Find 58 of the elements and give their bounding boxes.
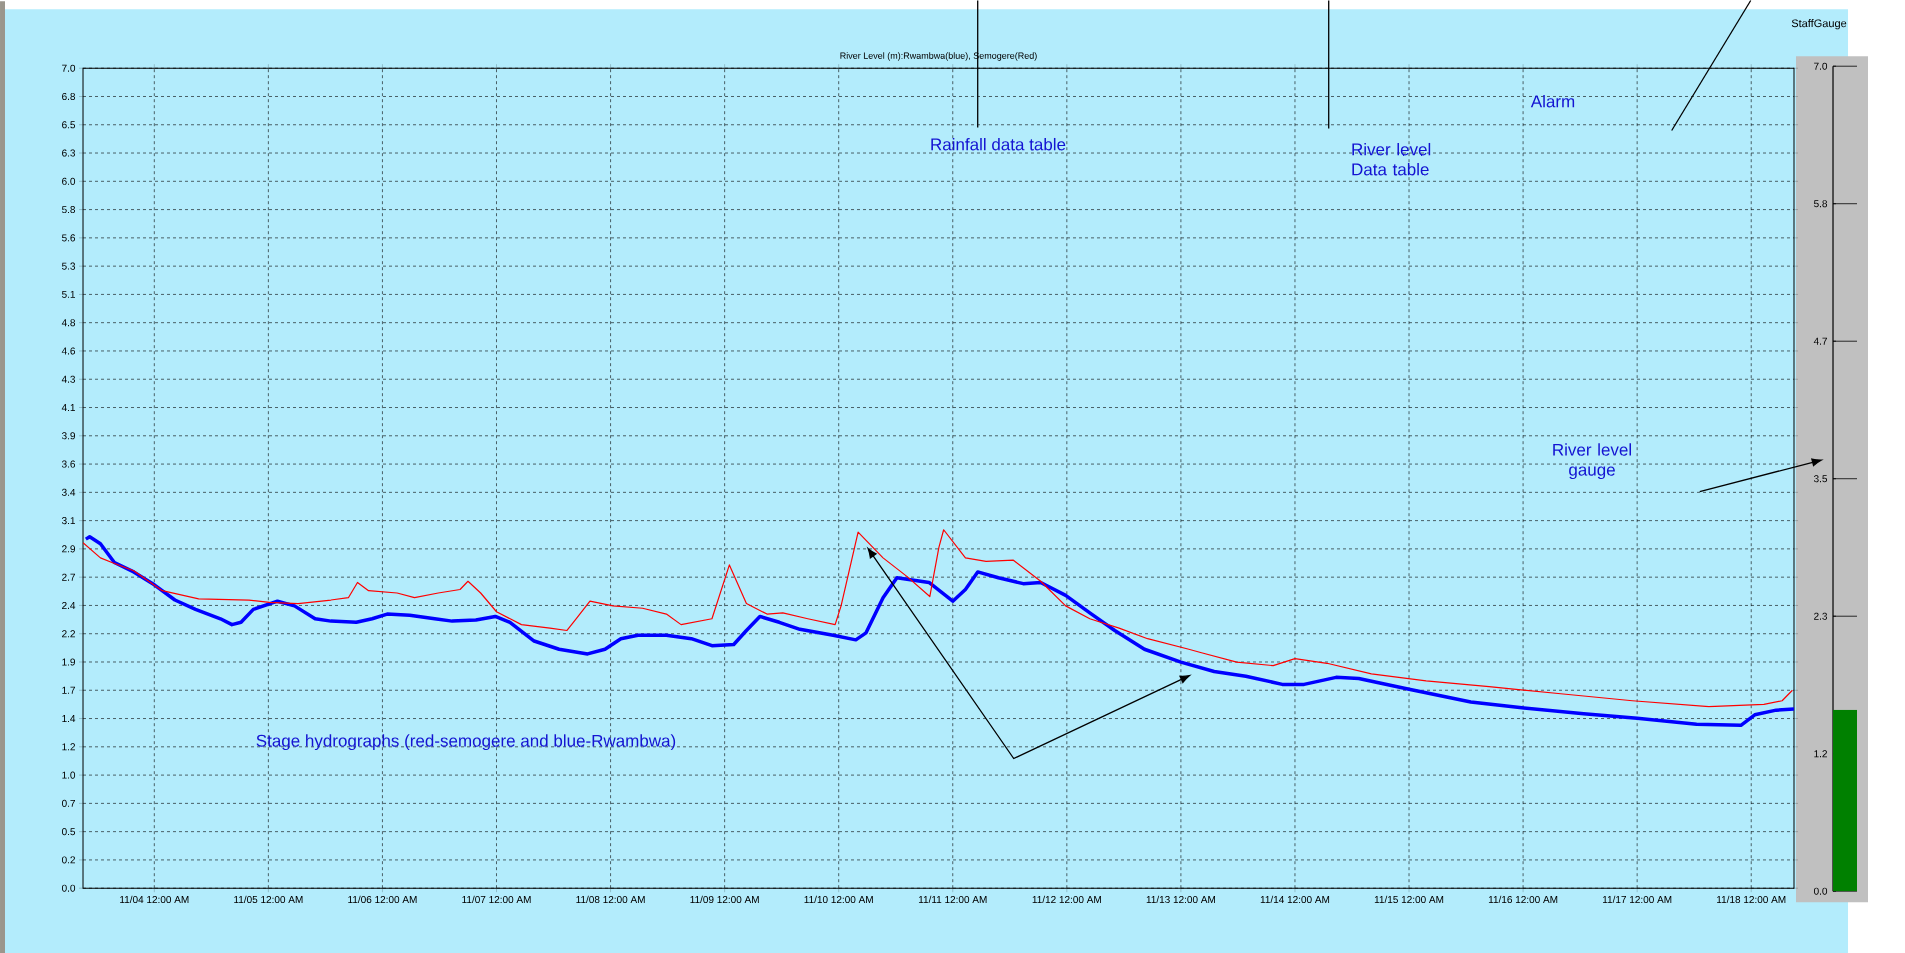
y-tick-label: 7.0 [62, 64, 76, 72]
y-tick-label: 3.1 [61, 516, 75, 525]
y-tick-label: 5.3 [61, 262, 76, 270]
y-tick-label: 0.5 [61, 828, 76, 836]
annotation: Rainfall data table [931, 137, 1066, 151]
y-tick-label: 3.4 [61, 488, 76, 496]
y-tick-label: 3.9 [61, 432, 76, 440]
y-tick-label: 3.5 [1813, 475, 1828, 483]
y-tick-label: 0.0 [1813, 887, 1828, 895]
x-tick-label: 11/16 12:00 AM [1488, 895, 1558, 903]
annotation: River level gauge [1553, 443, 1631, 480]
y-tick-label: 4.6 [61, 347, 76, 355]
y-tick-label: 5.8 [61, 205, 76, 214]
y-tick-label: 1.9 [62, 658, 76, 666]
x-tick-label: 11/15 12:00 AM [1374, 895, 1444, 903]
y-tick-label: 1.7 [62, 686, 75, 694]
y-tick-label: 6.3 [62, 149, 76, 157]
x-tick-label: 11/05 12:00 AM [234, 895, 303, 903]
y-tick-label: 5.8 [1813, 200, 1828, 208]
y-tick-label: 7.0 [1814, 62, 1828, 70]
y-tick-label: 4.1 [61, 403, 75, 411]
chart-title: StaffGauge [1791, 19, 1847, 30]
y-tick-label: 4.8 [61, 319, 76, 327]
x-tick-label: 11/17 12:00 AM [1602, 895, 1672, 903]
y-tick-label: 3.6 [61, 460, 76, 468]
y-tick-label: 6.8 [62, 92, 76, 100]
y-tick-label: 4.7 [1813, 337, 1827, 345]
x-tick-label: 11/10 12:00 AM [804, 895, 873, 903]
annotation: Alarm [1530, 94, 1575, 108]
x-tick-label: 11/14 12:00 AM [1260, 895, 1330, 903]
y-tick-label: 1.2 [1814, 750, 1827, 758]
x-tick-label: 11/04 12:00 AM [120, 895, 189, 903]
x-tick-label: 11/07 12:00 AM [462, 895, 531, 903]
x-tick-label: 11/13 12:00 AM [1146, 895, 1215, 903]
y-tick-label: 1.2 [62, 743, 75, 751]
y-tick-label: 1.4 [62, 715, 76, 722]
y-tick-label: 6.5 [62, 121, 76, 129]
annotation: River level Data table [1352, 142, 1431, 176]
y-tick-label: 2.2 [62, 630, 75, 638]
x-tick-label: 11/06 12:00 AM [348, 895, 417, 903]
y-tick-label: 0.2 [61, 856, 75, 864]
y-tick-label: 0.0 [61, 884, 76, 892]
y-tick-label: 0.7 [61, 799, 75, 807]
x-tick-label: 11/08 12:00 AM [576, 895, 645, 903]
y-tick-label: 5.6 [61, 234, 76, 242]
x-tick-label: 11/09 12:00 AM [690, 895, 759, 903]
x-tick-label: 11/12 12:00 AM [1032, 895, 1101, 903]
y-tick-label: 2.7 [62, 573, 75, 581]
y-tick-label: 4.3 [61, 375, 76, 383]
y-tick-label: 2.4 [62, 601, 76, 609]
y-tick-label: 5.1 [61, 290, 75, 298]
x-tick-label: 11/11 12:00 AM [918, 895, 987, 903]
y-tick-label: 6.0 [62, 177, 76, 185]
y-tick-label: 2.3 [1814, 612, 1828, 620]
annotation: Stage hydrographs (red-semogere and blue-Rwambwa) [256, 734, 676, 751]
y-tick-label: 1.0 [62, 771, 76, 779]
y-tick-label: 2.9 [62, 545, 76, 553]
x-tick-label: 11/18 12:00 AM [1717, 895, 1786, 903]
